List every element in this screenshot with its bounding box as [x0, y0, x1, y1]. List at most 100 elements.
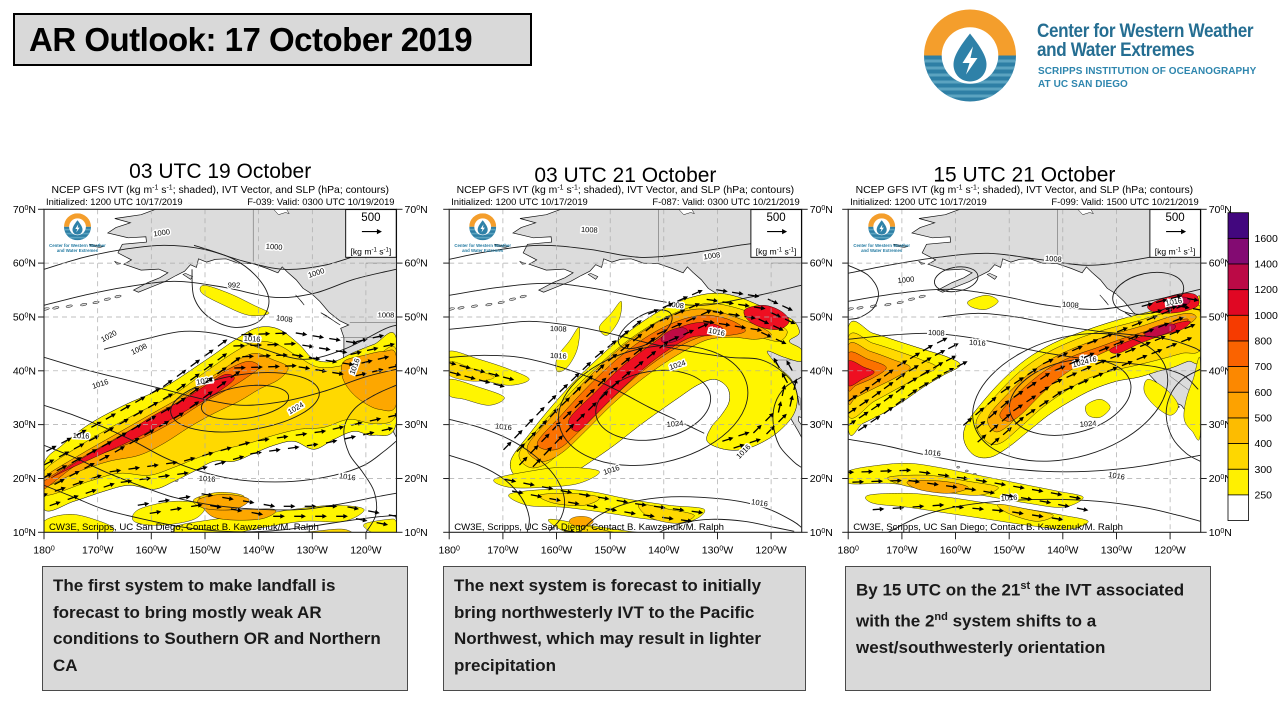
svg-text:1200: 1200 — [1255, 284, 1279, 296]
svg-text:500: 500 — [767, 212, 786, 224]
svg-text:1200W: 1200W — [1154, 544, 1185, 556]
svg-text:1700W: 1700W — [487, 544, 518, 556]
svg-text:1016: 1016 — [751, 497, 769, 508]
svg-text:1016: 1016 — [338, 471, 356, 482]
svg-text:1024: 1024 — [666, 419, 683, 429]
svg-text:1016: 1016 — [73, 431, 90, 441]
svg-text:1000: 1000 — [1255, 310, 1279, 322]
svg-text:CW3E, Scripps, UC San Diego; C: CW3E, Scripps, UC San Diego; Contact B. … — [49, 522, 319, 533]
svg-text:Initialized: 1200 UTC 10/17/20: Initialized: 1200 UTC 10/17/2019 — [46, 196, 183, 207]
svg-text:1400W: 1400W — [1047, 544, 1078, 556]
svg-text:F-039: Valid: 0300 UTC 10/19/2: F-039: Valid: 0300 UTC 10/19/2019 — [247, 196, 394, 207]
svg-text:1300W: 1300W — [1101, 544, 1132, 556]
svg-text:1300W: 1300W — [297, 544, 328, 556]
svg-text:1008: 1008 — [703, 250, 721, 261]
svg-text:and Water Extremes: and Water Extremes — [57, 248, 99, 253]
svg-text:1600W: 1600W — [136, 544, 167, 556]
svg-text:1008: 1008 — [550, 324, 567, 334]
svg-text:1600W: 1600W — [541, 544, 572, 556]
svg-text:600N: 600N — [405, 258, 428, 270]
svg-text:1016: 1016 — [244, 334, 261, 344]
svg-text:1600: 1600 — [1255, 233, 1279, 245]
svg-text:992: 992 — [228, 280, 241, 289]
svg-text:1008: 1008 — [667, 299, 685, 310]
svg-text:800: 800 — [1255, 336, 1273, 348]
svg-text:1400W: 1400W — [648, 544, 679, 556]
svg-text:600N: 600N — [810, 258, 833, 270]
svg-text:600N: 600N — [13, 258, 36, 270]
svg-text:1000: 1000 — [897, 274, 915, 285]
svg-text:1600W: 1600W — [940, 544, 971, 556]
svg-text:400N: 400N — [13, 365, 36, 377]
svg-text:1008: 1008 — [581, 225, 598, 235]
svg-text:200N: 200N — [405, 473, 428, 485]
svg-text:600: 600 — [1255, 387, 1273, 399]
svg-text:200N: 200N — [13, 473, 36, 485]
svg-text:F-087: Valid: 0300 UTC 10/21/2: F-087: Valid: 0300 UTC 10/21/2019 — [652, 196, 799, 207]
svg-text:[kg m-1 s-1]: [kg m-1 s-1] — [756, 246, 797, 256]
svg-text:1700W: 1700W — [886, 544, 917, 556]
svg-text:1200W: 1200W — [755, 544, 786, 556]
svg-text:1008: 1008 — [1045, 254, 1062, 264]
svg-text:1200W: 1200W — [350, 544, 381, 556]
svg-text:Center for Western Weather: Center for Western Weather — [49, 243, 106, 248]
svg-text:1400: 1400 — [1255, 259, 1279, 271]
svg-text:1800: 1800 — [837, 544, 859, 556]
svg-text:[kg m-1 s-1]: [kg m-1 s-1] — [1155, 246, 1196, 256]
svg-text:15 UTC 21 October: 15 UTC 21 October — [933, 164, 1115, 187]
svg-text:1500W: 1500W — [595, 544, 626, 556]
svg-text:NCEP GFS IVT (kg m-1 s-1; shad: NCEP GFS IVT (kg m-1 s-1; shaded), IVT V… — [457, 185, 794, 196]
svg-text:1300W: 1300W — [702, 544, 733, 556]
svg-text:1008: 1008 — [928, 328, 945, 338]
svg-text:1016: 1016 — [969, 338, 986, 348]
svg-text:400: 400 — [1255, 438, 1273, 450]
svg-text:500N: 500N — [810, 312, 833, 324]
svg-text:100N: 100N — [1209, 527, 1232, 539]
svg-text:700N: 700N — [405, 204, 428, 216]
svg-text:Initialized: 1200 UTC 10/17/20: Initialized: 1200 UTC 10/17/2019 — [451, 196, 588, 207]
svg-text:100N: 100N — [405, 527, 428, 539]
svg-text:700N: 700N — [1209, 204, 1232, 216]
svg-text:300N: 300N — [13, 419, 36, 431]
svg-text:500N: 500N — [13, 312, 36, 324]
svg-text:1800: 1800 — [438, 544, 460, 556]
svg-text:300N: 300N — [405, 419, 428, 431]
svg-text:100N: 100N — [810, 527, 833, 539]
svg-text:NCEP GFS IVT (kg m-1 s-1; shad: NCEP GFS IVT (kg m-1 s-1; shaded), IVT V… — [51, 185, 388, 196]
svg-text:CW3E, Scripps, UC San Diego; C: CW3E, Scripps, UC San Diego; Contact B. … — [853, 522, 1123, 533]
svg-text:1800: 1800 — [33, 544, 55, 556]
svg-text:1400W: 1400W — [243, 544, 274, 556]
svg-text:500: 500 — [1255, 413, 1273, 425]
svg-text:[kg m-1 s-1]: [kg m-1 s-1] — [351, 246, 392, 256]
svg-text:1500W: 1500W — [189, 544, 220, 556]
svg-text:03 UTC 21 October: 03 UTC 21 October — [534, 164, 716, 187]
svg-text:NCEP GFS IVT (kg m-1 s-1; shad: NCEP GFS IVT (kg m-1 s-1; shaded), IVT V… — [856, 185, 1193, 196]
svg-text:03 UTC 19 October: 03 UTC 19 October — [129, 160, 311, 183]
svg-text:500: 500 — [361, 212, 380, 224]
svg-text:700N: 700N — [810, 204, 833, 216]
svg-text:300N: 300N — [810, 419, 833, 431]
svg-text:500N: 500N — [405, 312, 428, 324]
svg-text:F-099: Valid: 1500 UTC 10/21/2: F-099: Valid: 1500 UTC 10/21/2019 — [1051, 196, 1198, 207]
svg-text:1700W: 1700W — [82, 544, 113, 556]
svg-text:1016: 1016 — [1080, 354, 1097, 364]
svg-text:1024: 1024 — [1079, 419, 1096, 429]
svg-text:100N: 100N — [13, 527, 36, 539]
svg-text:Initialized: 1200 UTC 10/17/20: Initialized: 1200 UTC 10/17/2019 — [850, 196, 987, 207]
svg-text:1016: 1016 — [495, 421, 513, 432]
svg-text:1000: 1000 — [266, 242, 283, 252]
svg-text:1016: 1016 — [550, 351, 567, 361]
svg-text:CW3E, Scripps, UC San Diego; C: CW3E, Scripps, UC San Diego; Contact B. … — [454, 522, 724, 533]
svg-text:1500W: 1500W — [994, 544, 1025, 556]
svg-text:500: 500 — [1166, 212, 1185, 224]
svg-text:1008: 1008 — [378, 310, 395, 319]
svg-text:1008: 1008 — [275, 313, 293, 324]
svg-text:200N: 200N — [810, 473, 833, 485]
svg-text:700: 700 — [1255, 361, 1273, 373]
svg-text:700N: 700N — [13, 204, 36, 216]
svg-text:400N: 400N — [405, 365, 428, 377]
svg-text:400N: 400N — [810, 365, 833, 377]
svg-text:1016: 1016 — [924, 447, 942, 458]
svg-text:300: 300 — [1255, 464, 1273, 476]
svg-text:1000: 1000 — [153, 227, 171, 238]
